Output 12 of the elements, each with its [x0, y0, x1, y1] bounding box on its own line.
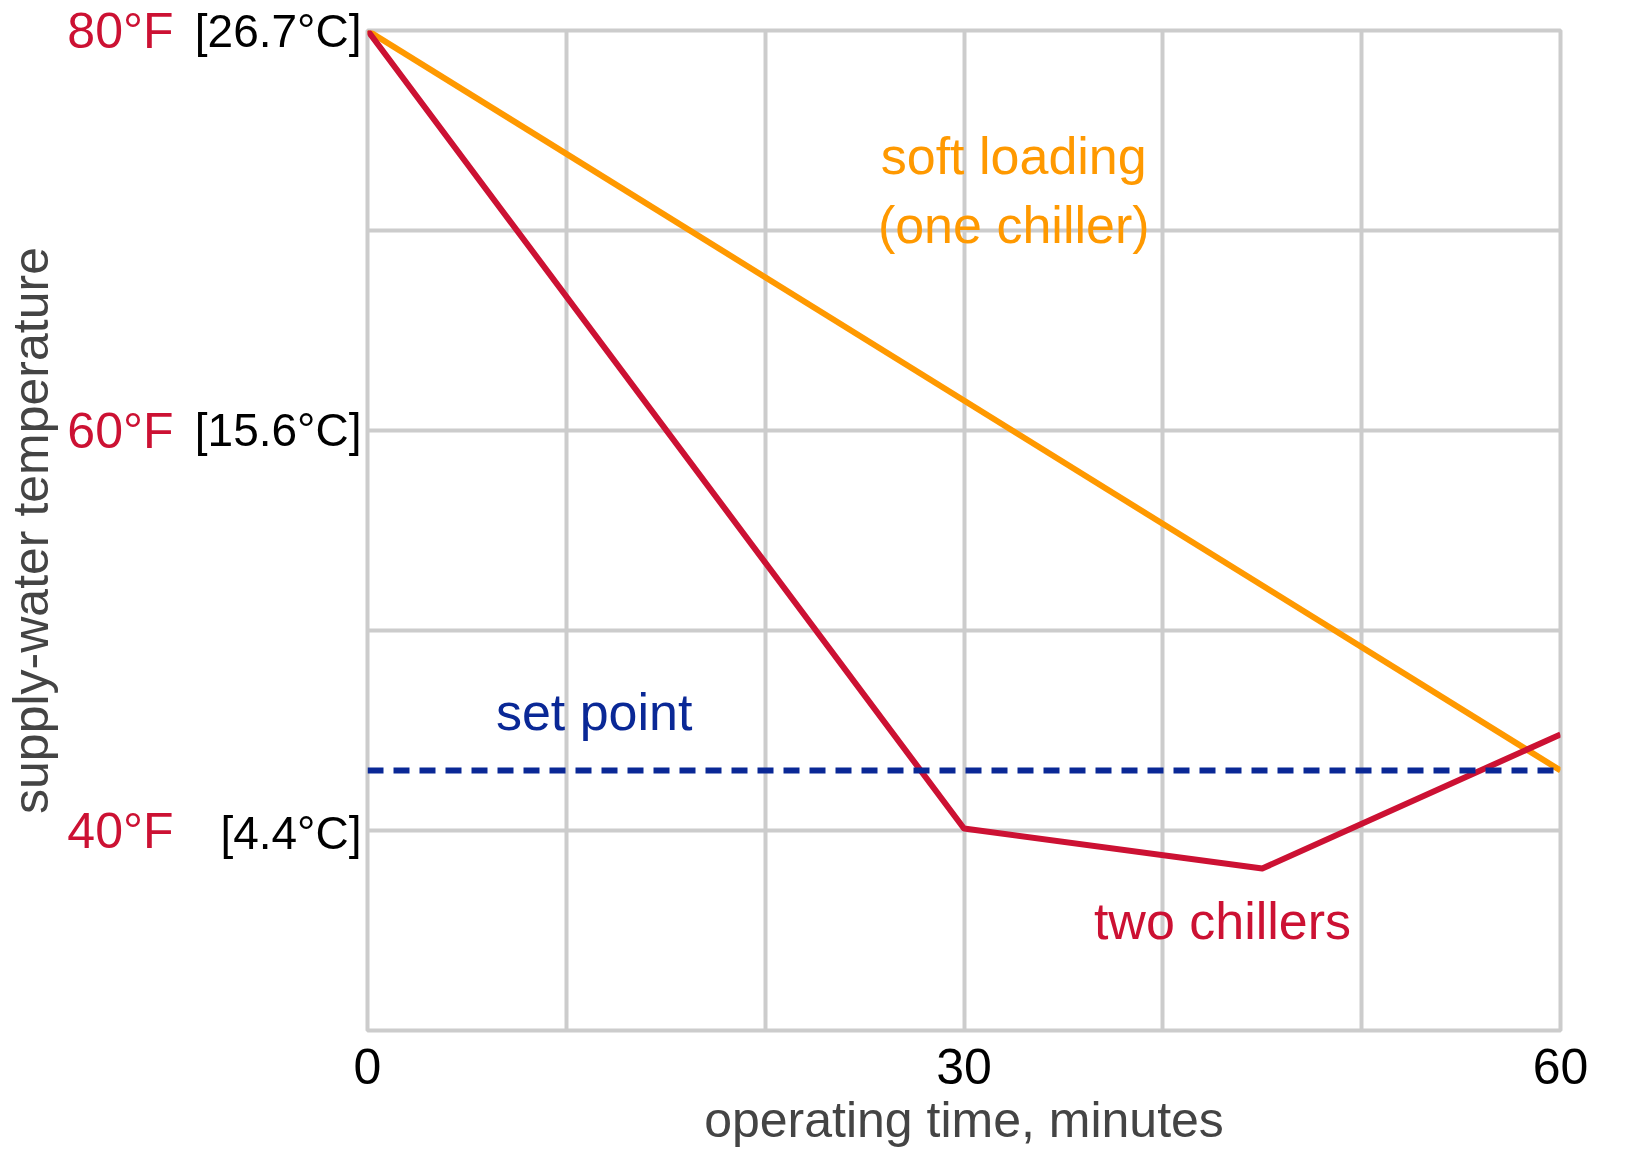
y-tick-label: 80°F: [67, 2, 174, 59]
y-tick-label: 60°F: [67, 402, 174, 459]
y-tick-label: 40°F: [67, 802, 174, 859]
series-label: two chillers: [1093, 891, 1352, 950]
series-label: soft loading (one chiller): [877, 126, 1150, 255]
y2-tick-label: [4.4°C]: [220, 806, 362, 859]
ref-line-label: set point: [495, 682, 694, 741]
x-tick-label: 60: [1532, 1038, 1589, 1095]
y2-tick-label: [15.6°C]: [194, 403, 362, 456]
x-tick-label: 0: [353, 1038, 382, 1095]
y2-tick-label: [26.7°C]: [194, 4, 362, 57]
y-axis-title: supply-water temperature: [3, 247, 60, 814]
